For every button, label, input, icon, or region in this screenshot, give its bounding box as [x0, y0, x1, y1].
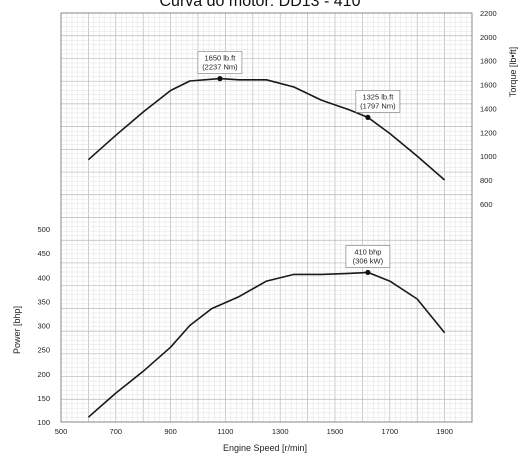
torque-tick-label: 1800: [480, 57, 497, 66]
x-tick-label: 1500: [327, 427, 344, 436]
x-tick-label: 700: [110, 427, 123, 436]
torque-axis-title: Torque [lb•ft]: [508, 47, 518, 97]
series-lines: [87, 77, 446, 418]
torque-tick-label: 800: [480, 176, 493, 185]
x-tick-label: 1700: [381, 427, 398, 436]
chart-title: Curva do motor: DD13 - 410: [160, 0, 361, 10]
peak-marker: [365, 269, 371, 276]
power-tick-label: 150: [37, 394, 50, 403]
power-tick-label: 200: [37, 370, 50, 379]
power-tick-label: 400: [37, 273, 50, 282]
x-tick-label: 900: [164, 427, 177, 436]
power-curve: [87, 271, 446, 418]
torque-curve: [87, 77, 446, 181]
x-tick-label: 1300: [272, 427, 289, 436]
power-tick-label: 500: [37, 225, 50, 234]
x-tick-label: 1900: [436, 427, 453, 436]
peak-marker: [365, 114, 371, 120]
annotation-label: (2237 Nm): [202, 63, 238, 72]
peak-marker: [217, 76, 223, 82]
annotation-box: [345, 245, 391, 268]
torque-tick-label: 1200: [480, 128, 497, 137]
power-tick-label: 450: [37, 249, 50, 258]
annotation-box: [197, 51, 243, 74]
annotation-label: 1325 lb.ft: [362, 92, 394, 101]
annotation-label: 410 bhp: [354, 247, 381, 256]
power-tick-label: 300: [37, 322, 50, 331]
annotation-box: [355, 90, 401, 113]
annotations: 1650 lb.ft(2237 Nm) 1325 lb.ft(1797 Nm) 41…: [197, 51, 401, 276]
power-tick-label: 350: [37, 297, 50, 306]
torque-tick-label: 1400: [480, 104, 497, 113]
plot-frame: [60, 12, 473, 423]
torque-tick-label: 2200: [480, 9, 497, 18]
x-tick-label: 1100: [217, 427, 233, 436]
torque-tick-label: 600: [480, 200, 493, 209]
power-tick-label: 100: [37, 418, 50, 427]
annotation-label: 1650 lb.ft: [204, 54, 236, 63]
annotation-label: (306 kW): [353, 256, 384, 265]
power-axis-title: Power [bhp]: [12, 306, 22, 354]
x-axis-title: Engine Speed [r/min]: [223, 443, 307, 453]
power-tick-label: 250: [37, 346, 50, 355]
torque-tick-label: 2000: [480, 33, 497, 42]
x-tick-label: 500: [55, 427, 68, 436]
torque-tick-label: 1600: [480, 81, 497, 90]
grid: [60, 12, 473, 423]
tick-labels: 500 700 900 1100 1300 1500 1700 1900 600 800 1000 1…: [37, 9, 496, 436]
annotation-label: (1797 Nm): [360, 101, 396, 110]
torque-tick-label: 1000: [480, 152, 497, 161]
